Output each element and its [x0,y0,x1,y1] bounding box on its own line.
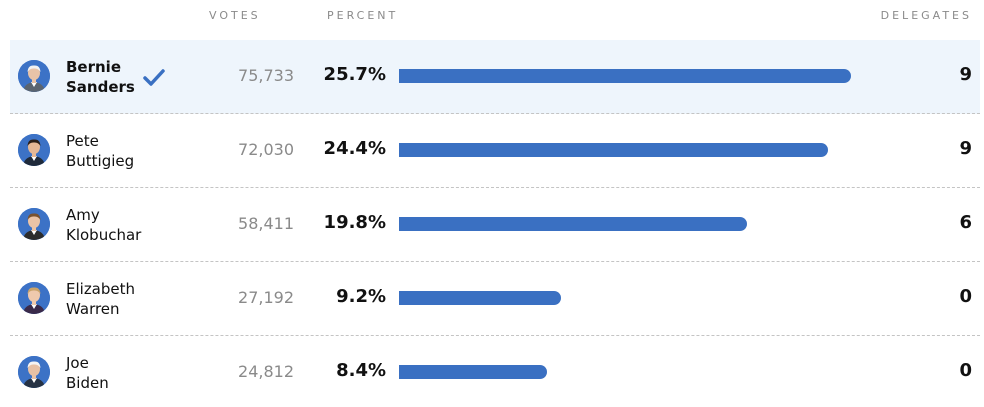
candidate-name: Joe Biden [66,353,109,393]
percent-label: 25.7% [323,64,386,85]
candidate-portrait-icon [18,282,50,314]
candidate-last-name: Sanders [66,78,135,96]
vote-count: 75,733 [238,66,294,85]
row-divider [10,261,980,262]
candidate-avatar [18,60,50,92]
delegate-count: 0 [959,360,972,381]
vote-count: 24,812 [238,362,294,381]
percent-bar [399,291,561,305]
candidate-row: Elizabeth Warren 27,192 9.2% 0 [10,262,980,336]
candidate-last-name: Klobuchar [66,226,142,244]
delegate-count: 9 [959,138,972,159]
candidate-first-name: Amy [66,206,100,224]
candidate-first-name: Bernie [66,58,121,76]
winner-check-icon [143,69,165,86]
candidate-last-name: Biden [66,374,109,392]
candidate-first-name: Pete [66,132,99,150]
percent-column-header: PERCENT [327,9,399,22]
vote-count: 72,030 [238,140,294,159]
candidate-portrait-icon [18,356,50,388]
percent-label: 19.8% [323,212,386,233]
percent-bar [399,143,828,157]
candidate-row: Amy Klobuchar 58,411 19.8% 6 [10,188,980,262]
candidate-portrait-icon [18,60,50,92]
candidate-last-name: Warren [66,300,120,318]
percent-label: 24.4% [323,138,386,159]
candidate-row: Bernie Sanders 75,733 25.7% 9 [10,40,980,114]
candidate-row: Joe Biden 24,812 8.4% 0 [10,336,980,407]
candidate-portrait-icon [18,134,50,166]
row-divider [10,187,980,188]
candidate-first-name: Joe [66,354,89,372]
delegate-count: 9 [959,64,972,85]
vote-count: 27,192 [238,288,294,307]
delegate-count: 6 [959,212,972,233]
vote-count: 58,411 [238,214,294,233]
candidate-avatar [18,208,50,240]
candidate-avatar [18,282,50,314]
candidate-name: Elizabeth Warren [66,279,135,319]
row-divider [10,113,980,114]
percent-bar [399,217,747,231]
percent-bar [399,69,851,83]
candidate-portrait-icon [18,208,50,240]
row-divider [10,335,980,336]
delegate-count: 0 [959,286,972,307]
percent-label: 9.2% [336,286,386,307]
percent-label: 8.4% [336,360,386,381]
candidate-name: Amy Klobuchar [66,205,141,245]
votes-column-header: VOTES [209,9,261,22]
candidate-avatar [18,356,50,388]
candidate-avatar [18,134,50,166]
candidate-first-name: Elizabeth [66,280,136,298]
candidate-name: Bernie Sanders [66,57,135,97]
candidate-name: Pete Buttigieg [66,131,134,171]
candidate-row: Pete Buttigieg 72,030 24.4% 9 [10,114,980,188]
delegates-column-header: DELEGATES [880,9,972,22]
candidate-last-name: Buttigieg [66,152,135,170]
percent-bar [399,365,547,379]
